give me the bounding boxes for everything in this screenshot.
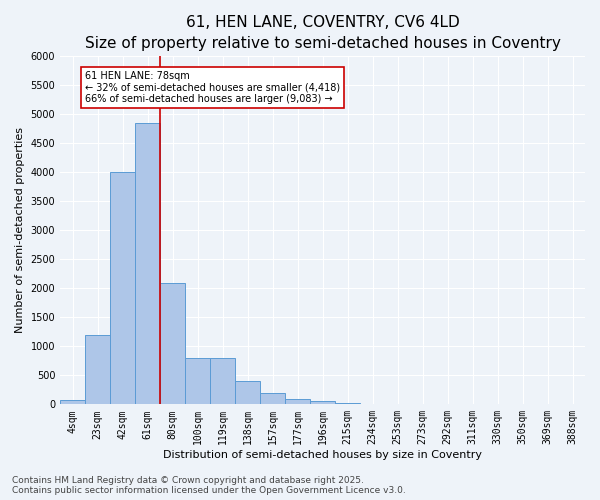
Bar [60,400,85,404]
Bar [285,398,310,404]
Bar [85,334,110,404]
Bar [160,282,185,405]
Text: Contains HM Land Registry data © Crown copyright and database right 2025.
Contai: Contains HM Land Registry data © Crown c… [12,476,406,495]
Bar [310,401,335,404]
Bar [260,392,285,404]
Text: 61 HEN LANE: 78sqm
← 32% of semi-detached houses are smaller (4,418)
66% of semi: 61 HEN LANE: 78sqm ← 32% of semi-detache… [85,71,340,104]
Bar [235,381,260,404]
Bar [110,172,135,404]
Bar [335,402,360,404]
Bar [135,123,160,404]
Bar [185,358,210,405]
Bar [210,358,235,405]
X-axis label: Distribution of semi-detached houses by size in Coventry: Distribution of semi-detached houses by … [163,450,482,460]
Title: 61, HEN LANE, COVENTRY, CV6 4LD
Size of property relative to semi-detached house: 61, HEN LANE, COVENTRY, CV6 4LD Size of … [85,15,560,51]
Y-axis label: Number of semi-detached properties: Number of semi-detached properties [15,128,25,334]
